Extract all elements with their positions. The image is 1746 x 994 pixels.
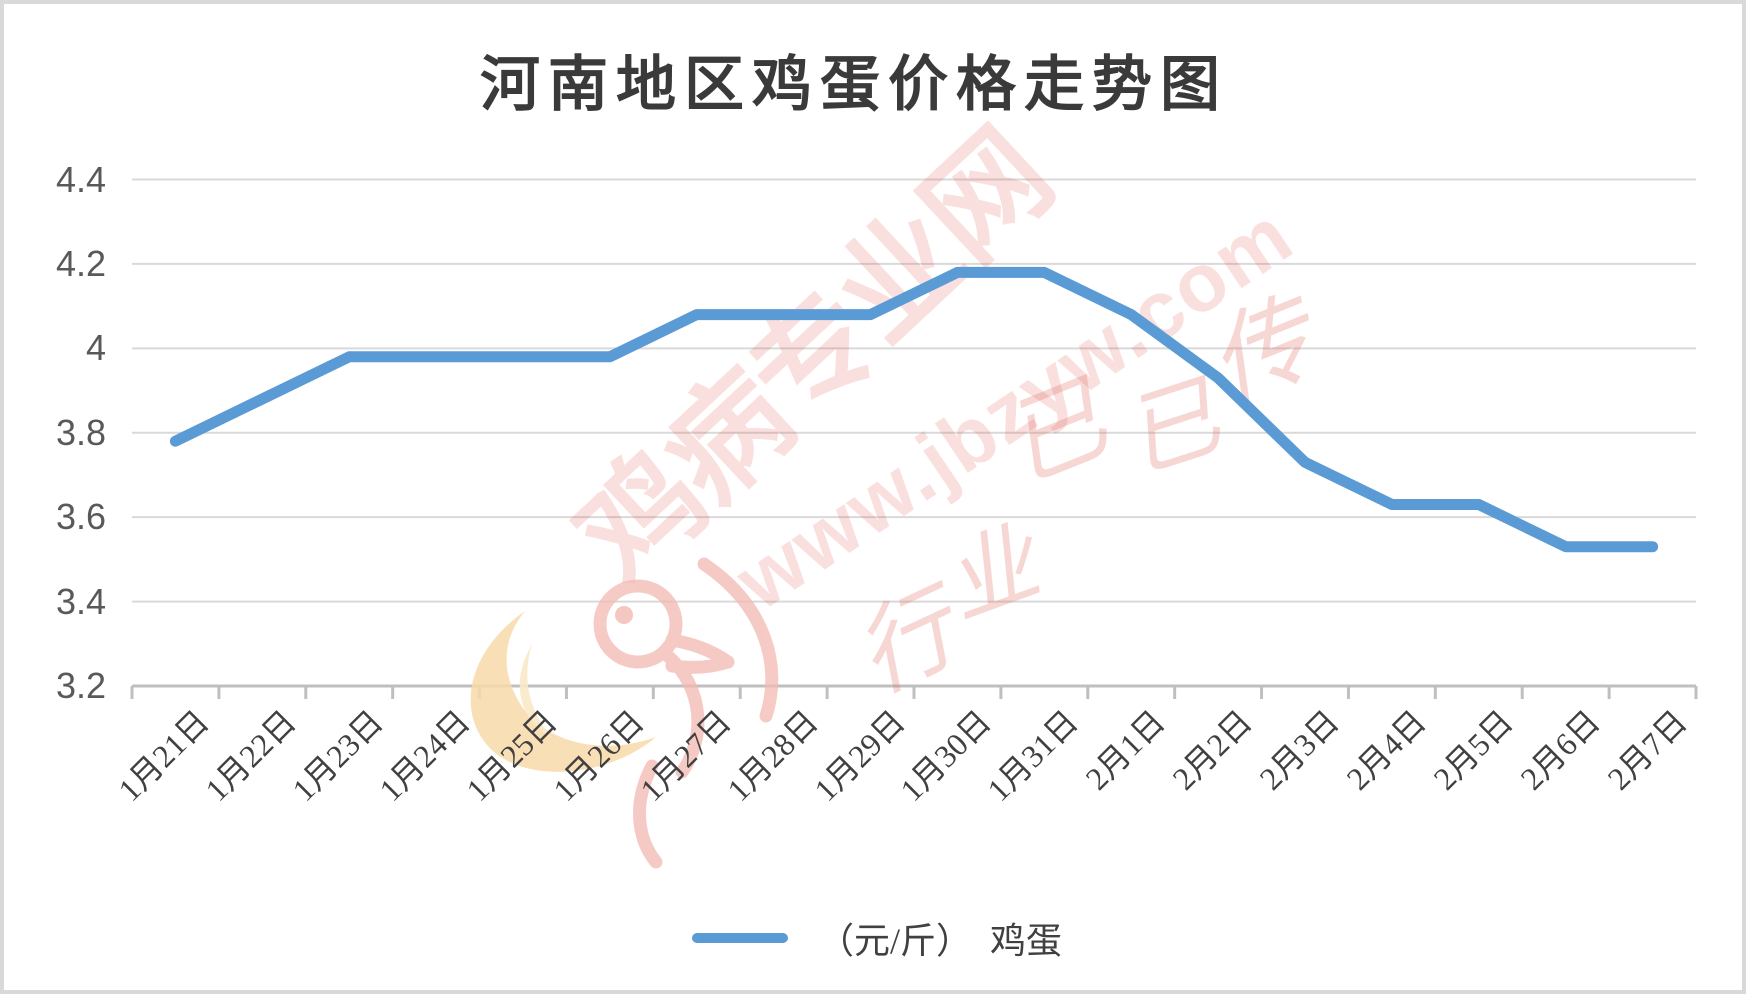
x-axis-label: 2月3日	[1252, 703, 1346, 797]
x-axis-label: 2月1日	[1078, 703, 1172, 797]
axis-labels: 4.4 4.2 4 3.8 3.6 3.4 3.2 1月21日 1月22日 1月23日 1月24日 1…	[4, 4, 1742, 990]
x-axis-label: 1月30日	[893, 703, 999, 808]
y-axis-label: 3.2	[55, 665, 106, 706]
legend: （元/斤） 鸡蛋	[691, 912, 1063, 964]
price-line-layer	[169, 266, 1659, 553]
y-axis-label: 3.4	[55, 580, 106, 622]
chart-title: 河南地区鸡蛋价格走势图	[480, 52, 1228, 118]
x-axis-label: 2月5日	[1426, 703, 1520, 797]
legend-line-swatch	[691, 933, 788, 943]
x-axis-label: 2月7日	[1599, 703, 1694, 797]
x-axis-label: 2月6日	[1513, 703, 1607, 797]
y-axis-label: 4.4	[55, 158, 106, 200]
x-axis-label: 1月31日	[980, 703, 1086, 808]
x-axis-label: 1月25日	[459, 703, 564, 808]
x-axis-label: 1月27日	[632, 703, 738, 808]
y-axis-label: 3.6	[55, 496, 106, 538]
legend-label: （元/斤） 鸡蛋	[817, 921, 1063, 961]
x-axis-label: 1月24日	[372, 703, 477, 808]
y-axis-label: 4.2	[55, 242, 106, 284]
x-axis-label: 1月26日	[545, 703, 651, 808]
x-axis-label: 1月29日	[806, 703, 912, 808]
x-axis-label: 1月22日	[198, 703, 304, 808]
x-axis-label: 1月28日	[719, 703, 825, 808]
x-axis-label: 1月23日	[285, 703, 390, 808]
x-axis-label: 1月21日	[111, 703, 217, 808]
y-axis-label: 3.8	[55, 411, 106, 453]
price-line	[169, 266, 1659, 553]
y-axis-label: 4	[85, 327, 106, 369]
x-axis-label: 2月2日	[1165, 703, 1259, 797]
x-axis-label: 2月4日	[1339, 703, 1433, 797]
